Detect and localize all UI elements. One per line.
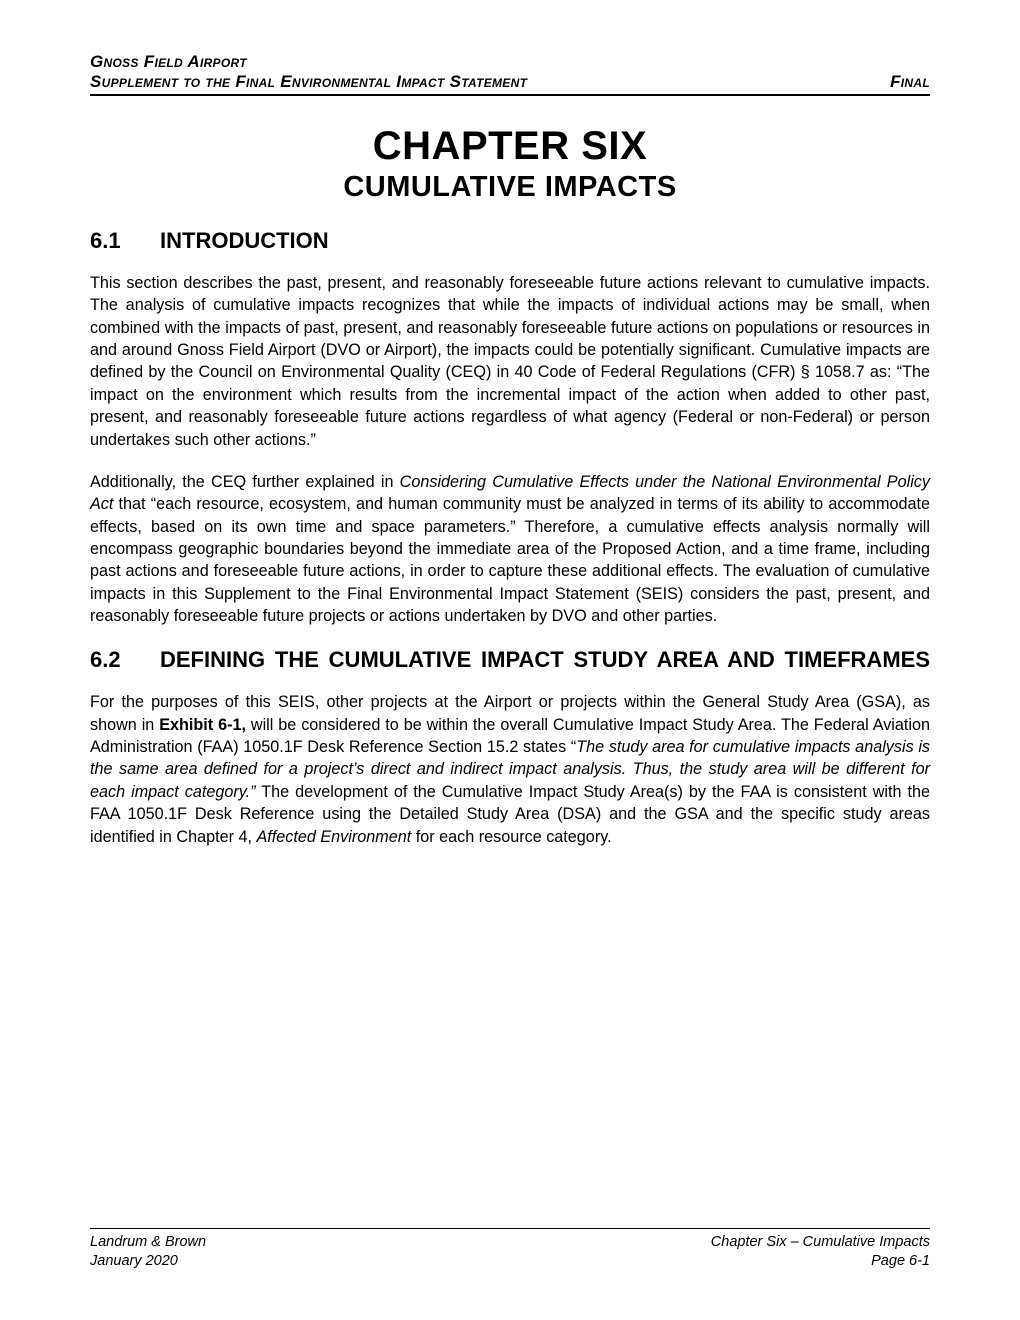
page-header: Gnoss Field Airport Supplement to the Fi…: [90, 52, 930, 96]
para-italic: Affected Environment: [256, 828, 411, 846]
section-6.1-title: INTRODUCTION: [160, 228, 930, 254]
header-line2-left: Supplement to the Final Environmental Im…: [90, 72, 527, 92]
footer-chapter: Chapter Six – Cumulative Impacts: [711, 1233, 930, 1253]
footer-firm: Landrum & Brown: [90, 1233, 206, 1253]
section-6.2-para-1: For the purposes of this SEIS, other pro…: [90, 691, 930, 848]
footer-date: January 2020: [90, 1252, 206, 1272]
para-text: for each resource category.: [411, 828, 611, 846]
footer-left: Landrum & Brown January 2020: [90, 1233, 206, 1272]
section-6.1-heading: 6.1 INTRODUCTION: [90, 228, 930, 254]
chapter-subtitle: CUMULATIVE IMPACTS: [90, 171, 930, 204]
para-text: that “each resource, ecosystem, and huma…: [90, 495, 930, 625]
para-text: Additionally, the CEQ further explained …: [90, 473, 400, 491]
section-6.1-num: 6.1: [90, 228, 160, 254]
section-6.2-num: 6.2: [90, 647, 160, 673]
page-footer: Landrum & Brown January 2020 Chapter Six…: [90, 1228, 930, 1272]
header-line2-right: Final: [890, 72, 930, 92]
footer-page: Page 6-1: [711, 1252, 930, 1272]
para-text: This section describes the past, present…: [90, 274, 930, 449]
section-6.1-para-2: Additionally, the CEQ further explained …: [90, 471, 930, 628]
footer-right: Chapter Six – Cumulative Impacts Page 6-…: [711, 1233, 930, 1272]
chapter-title: CHAPTER SIX: [90, 124, 930, 169]
header-line1-left: Gnoss Field Airport: [90, 52, 247, 72]
section-6.2-title: DEFINING THE CUMULATIVE IMPACT STUDY ARE…: [160, 647, 930, 673]
section-6.1-para-1: This section describes the past, present…: [90, 272, 930, 451]
para-bold: Exhibit 6-1,: [159, 716, 246, 734]
section-6.2-heading: 6.2 DEFINING THE CUMULATIVE IMPACT STUDY…: [90, 647, 930, 673]
